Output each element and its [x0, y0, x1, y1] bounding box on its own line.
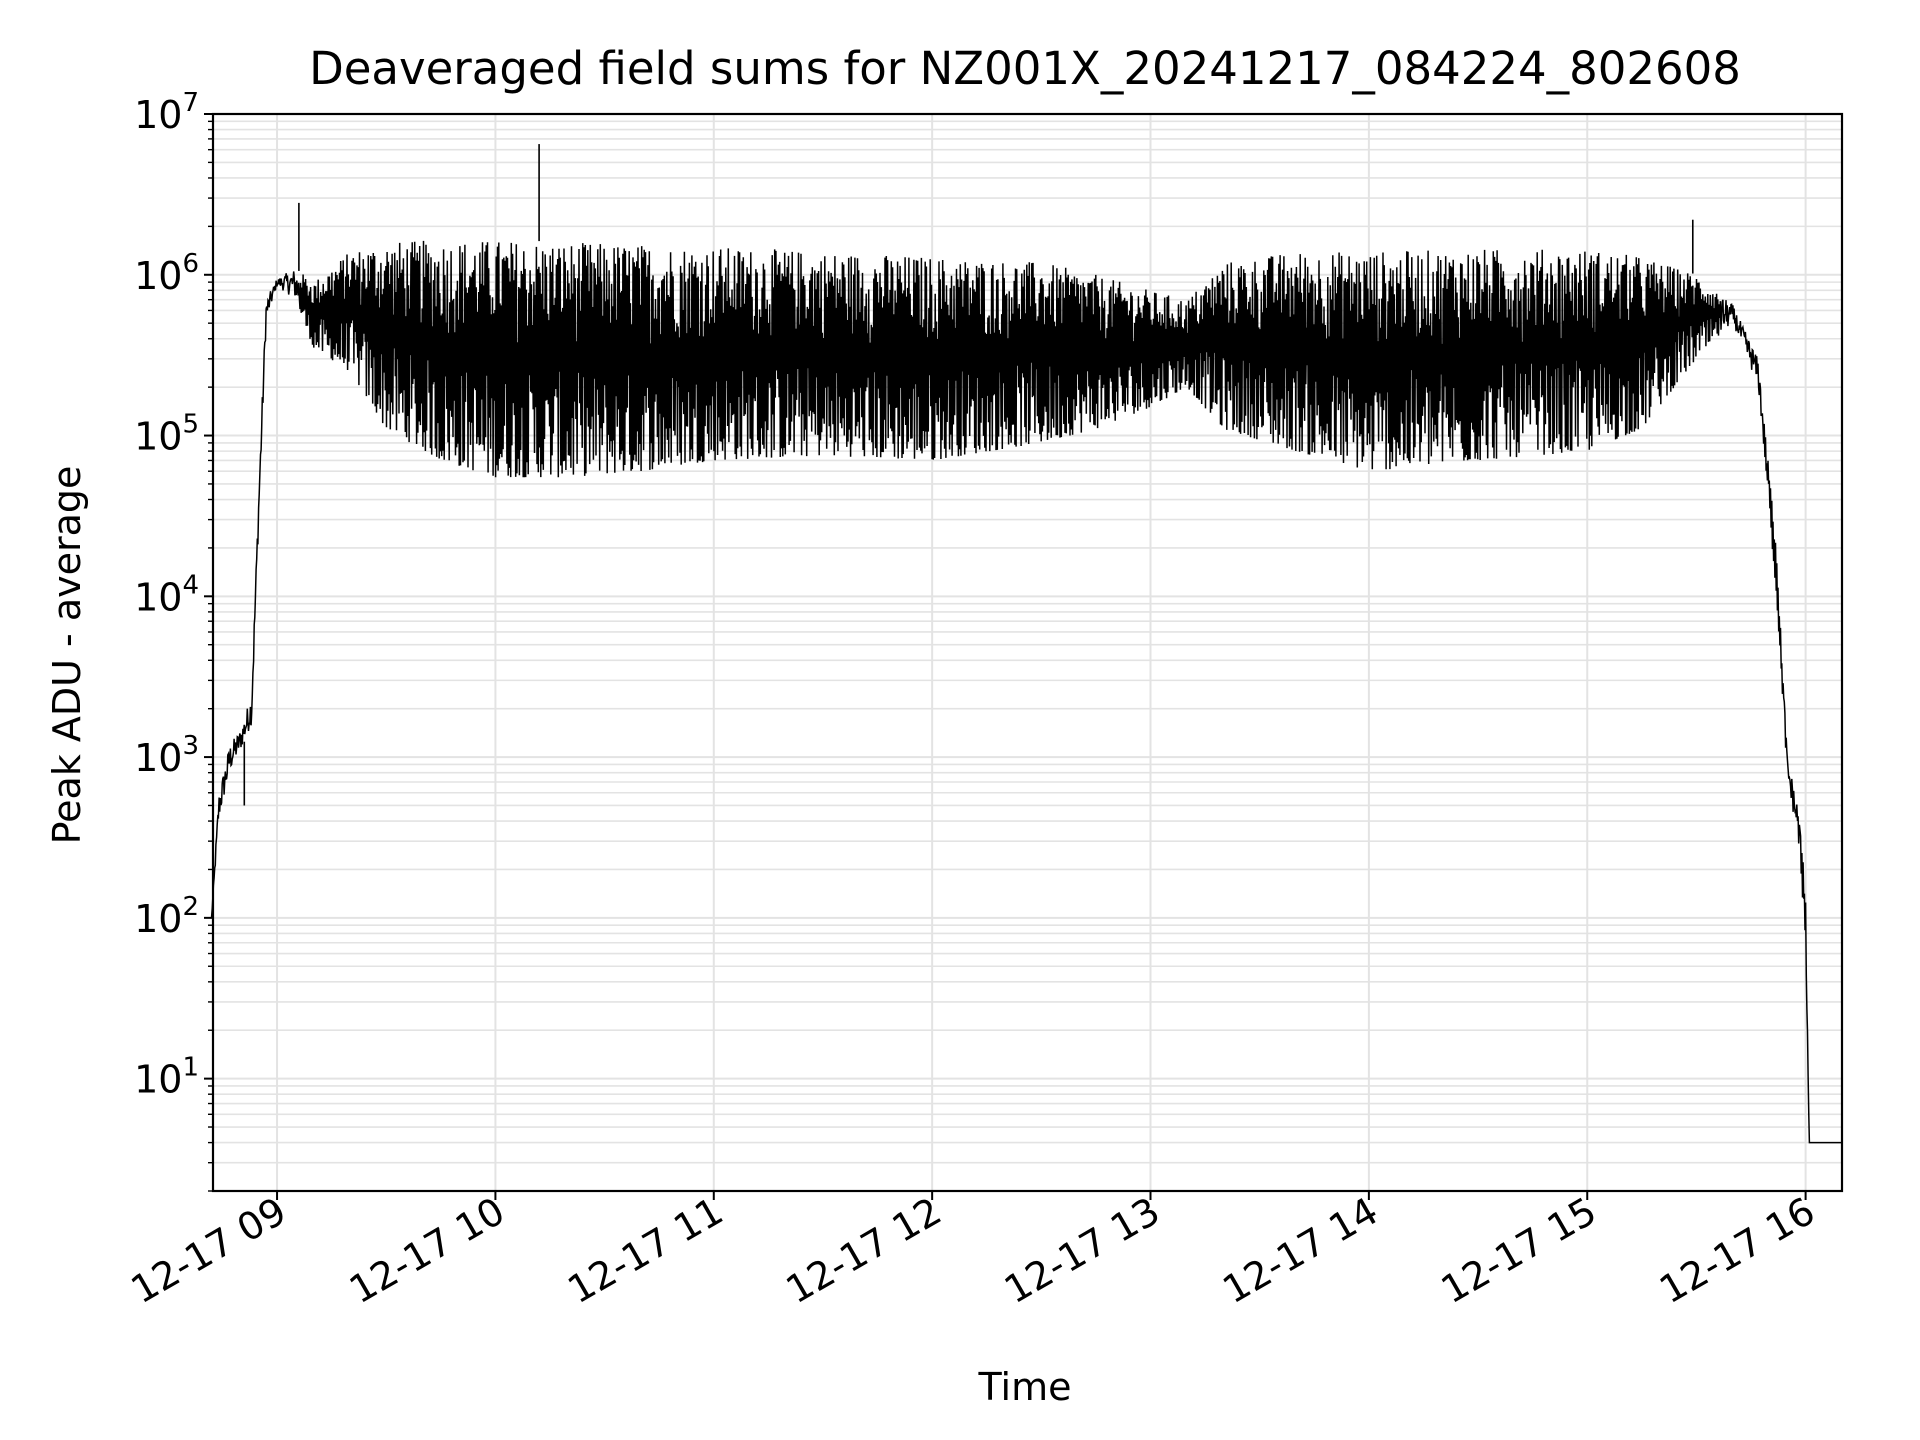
y-tick-label: 107 [134, 88, 199, 137]
plot-area [210, 144, 1842, 1144]
chart-title: Deaveraged field sums for NZ001X_2024121… [309, 42, 1741, 95]
series-line [210, 240, 1842, 1144]
y-tick-label: 103 [134, 731, 199, 780]
y-tick-label: 104 [134, 570, 199, 619]
y-tick-label: 105 [134, 410, 199, 459]
y-tick-label: 101 [134, 1053, 199, 1102]
plot-frame [211, 112, 1844, 1193]
y-tick-label: 102 [134, 892, 199, 941]
x-axis-label: Time [978, 1365, 1072, 1409]
y-axis-label: Peak ADU - average [45, 466, 89, 845]
y-tick-label: 106 [134, 249, 199, 298]
